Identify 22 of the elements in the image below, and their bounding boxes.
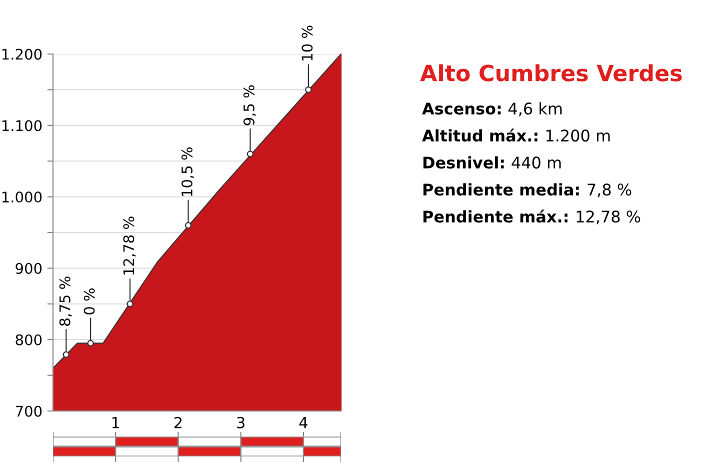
- y-tick-label: 1.000: [2, 192, 42, 203]
- annotation: 10,5 %: [181, 147, 194, 196]
- text: Desnivel: 440 m: [423, 156, 561, 169]
- x-tick-label: 1: [112, 417, 120, 428]
- y-tick-label: 800: [16, 334, 42, 346]
- text: Ascenso: 4,6 km: [422, 102, 562, 116]
- annotation: 12,78 %: [123, 216, 136, 275]
- y-tick-label: 700: [16, 406, 42, 417]
- x-tick-label: 2: [174, 416, 182, 428]
- annotation: 10 %: [302, 26, 313, 60]
- text: Pendiente media: 7,8 %: [423, 183, 632, 198]
- y-tick-label: 1.200: [2, 48, 42, 60]
- y-tick-label: 900: [16, 262, 42, 274]
- text: Altitud máx.: 1.200 m: [422, 128, 610, 142]
- x-tick-label: 3: [237, 416, 244, 428]
- text: Alto Cumbres Verdes: [420, 64, 682, 82]
- y-tick-label: 1.100: [2, 120, 42, 132]
- annotation: 0 %: [84, 288, 95, 314]
- annotation: 9,5 %: [243, 85, 256, 126]
- x-tick-label: 4: [299, 417, 308, 428]
- annotation: 8,75 %: [59, 276, 72, 326]
- text: Pendiente máx.: 12,78 %: [423, 210, 640, 224]
